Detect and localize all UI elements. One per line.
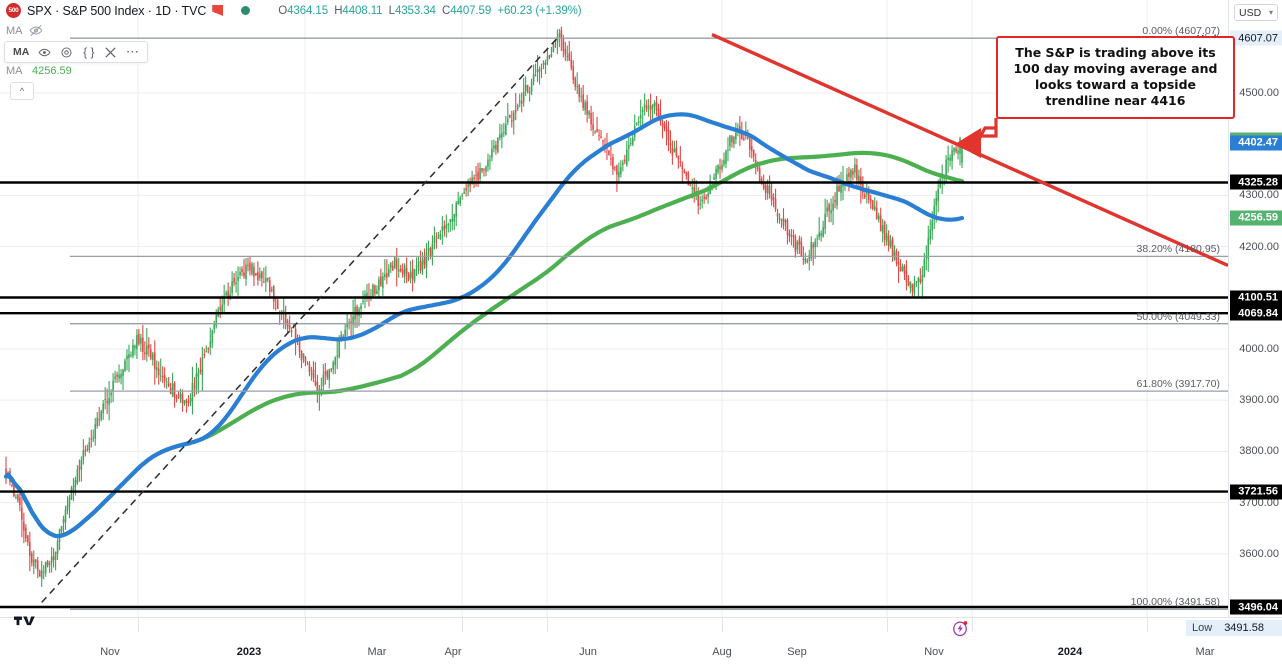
close-label: C <box>442 4 451 17</box>
time-axis[interactable]: Nov 2023 Mar Apr Jun Aug Sep Nov 2024 Mar <box>0 617 1282 668</box>
price-axis-tick: 4500.00 <box>1239 87 1279 99</box>
ohlc-values: O4364.15 H4408.11 L4353.34 C4407.59 +60.… <box>278 5 581 17</box>
high-label: H <box>334 4 343 17</box>
price-tag: 3721.56 <box>1230 484 1282 500</box>
eye-off-icon[interactable] <box>29 24 43 37</box>
open-label: O <box>278 4 288 17</box>
indicator-value-row: MA 4256.59 <box>6 65 72 77</box>
indicator-toolbar[interactable]: MA { } ⋯ <box>4 41 149 63</box>
time-axis-tick: Sep <box>787 646 807 658</box>
price-tag: 4069.84 <box>1230 305 1282 321</box>
ascending-trendline-dashed <box>41 35 560 603</box>
close-value: 4407.59 <box>450 4 492 17</box>
time-axis-tick: Mar <box>1195 646 1215 658</box>
rocket-idea-icon[interactable] <box>950 618 970 638</box>
price-tag: 4607.07 <box>1230 30 1282 46</box>
price-axis-tick: 4000.00 <box>1239 343 1279 355</box>
price-tag: 4256.59 <box>1230 210 1282 226</box>
indicator-label: MA <box>6 24 23 37</box>
low-value: 4353.34 <box>394 4 436 17</box>
price-axis-tick: 3900.00 <box>1239 394 1279 407</box>
fib-level-label: 0.00% (4607.07) <box>1142 25 1220 38</box>
gear-icon[interactable] <box>60 46 73 59</box>
time-axis-gridline <box>887 618 888 632</box>
indicator-value: 4256.59 <box>31 65 72 77</box>
tradingview-logo-icon <box>14 612 36 628</box>
time-axis-tick: 2024 <box>1057 646 1083 658</box>
price-axis[interactable]: USD ▾ 4500.00 4300.00 4200.00 4000.00 3900.0… <box>1228 0 1282 651</box>
price-axis-tick: 3800.00 <box>1239 445 1279 458</box>
symbol-title[interactable]: SPX · S&P 500 Index · 1D · TVC <box>27 3 207 18</box>
annotation-arrow-icon <box>955 118 998 158</box>
chart-legend: 500 SPX · S&P 500 Index · 1D · TVC O4364… <box>6 3 582 18</box>
market-status-dot-icon <box>241 6 251 15</box>
high-value: 4408.11 <box>342 4 383 17</box>
eye-icon[interactable] <box>38 46 51 59</box>
annotation-callout: The S&P is trading above its 100 day mov… <box>996 36 1235 119</box>
time-axis-gridline <box>138 618 139 632</box>
time-axis-tick: Nov <box>924 646 944 658</box>
low-value: 3491.58 <box>1224 622 1264 634</box>
sp500-logo-icon: 500 <box>6 3 21 18</box>
ma-green-line <box>3 150 965 539</box>
currency-selector[interactable]: USD ▾ <box>1234 4 1278 21</box>
chevron-up-icon[interactable]: ^ <box>10 82 34 100</box>
time-axis-gridline <box>462 618 463 632</box>
currency-label: USD <box>1239 6 1262 19</box>
price-axis-tick: 4200.00 <box>1239 240 1279 253</box>
time-axis-tick: Aug <box>712 646 732 658</box>
price-axis-tick: 3700.00 <box>1239 496 1279 509</box>
time-axis-tick: Nov <box>100 646 120 658</box>
more-icon[interactable]: ⋯ <box>125 44 140 59</box>
time-axis-gridline <box>722 618 723 632</box>
fib-level-label: 61.80% (3917.70) <box>1136 378 1220 391</box>
flag-icon <box>212 5 224 16</box>
ma-blue-line <box>3 112 965 539</box>
open-value: 4364.15 <box>287 4 328 17</box>
time-axis-tick: Apr <box>444 646 462 658</box>
low-price-row: Low 3491.58 <box>1186 620 1282 636</box>
time-axis-tick: Mar <box>367 646 387 658</box>
chevron-down-icon: ▾ <box>1268 8 1273 17</box>
indicator-value-label: MA <box>6 65 22 77</box>
time-axis-gridline <box>1147 618 1148 632</box>
close-icon[interactable] <box>104 46 117 59</box>
price-axis-tick: 4300.00 <box>1239 189 1279 202</box>
time-axis-tick: 2023 <box>236 646 262 658</box>
annotation-text: The S&P is trading above its 100 day mov… <box>1013 45 1218 108</box>
low-label: L <box>388 4 395 17</box>
fib-level-label: 100.00% (3491.58) <box>1130 596 1220 609</box>
indicator-toolbar-label: MA <box>13 46 30 58</box>
price-tag: 4100.51 <box>1230 290 1282 306</box>
price-tag: 3496.04 <box>1230 599 1282 615</box>
time-axis-gridline <box>305 618 306 632</box>
price-tag: 4402.47 <box>1230 135 1282 151</box>
time-axis-gridline <box>547 618 548 632</box>
indicator-row-hidden[interactable]: MA <box>6 24 43 37</box>
braces-icon[interactable]: { } <box>83 45 95 59</box>
time-axis-gridline <box>972 618 973 632</box>
low-label: Low <box>1192 622 1213 634</box>
fib-level-label: 38.20% (4180.95) <box>1136 243 1220 256</box>
fib-level-label: 50.00% (4049.33) <box>1136 310 1220 323</box>
price-axis-tick: 3600.00 <box>1239 547 1279 560</box>
time-axis-tick: Jun <box>579 646 597 658</box>
change-value: +60.23 (+1.39%) <box>497 4 582 17</box>
price-tag: 4325.28 <box>1230 174 1282 190</box>
